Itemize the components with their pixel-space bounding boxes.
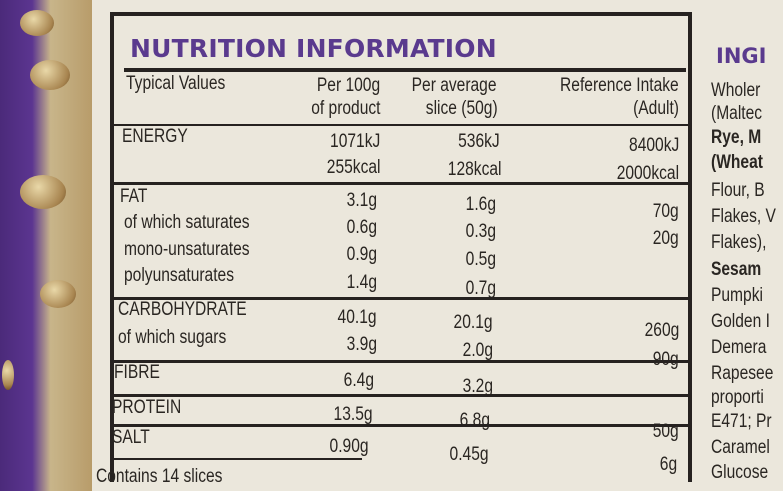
fat-ri: 70g [653, 201, 679, 222]
energy-ri-kj: 8400kJ [628, 135, 679, 156]
fibre-slice: 3.2g [462, 376, 493, 397]
title-divider [124, 68, 686, 72]
nutrition-title: NUTRITION INFORMATION [130, 34, 497, 63]
salt-label: SALT [112, 427, 150, 448]
sugars-slice: 2.0g [462, 340, 493, 361]
carb-label: CARBOHYDRATE [118, 299, 247, 320]
row-divider [112, 124, 688, 126]
ingredient-line: Caramel [711, 437, 770, 458]
ingredient-line: Flakes, V [711, 206, 776, 227]
row-divider [112, 458, 362, 460]
carb-per100: 40.1g [338, 307, 377, 328]
saturates-slice: 0.3g [465, 221, 496, 242]
ingredient-line: E471; Pr [711, 411, 772, 432]
ingredient-line: (Maltec [711, 103, 763, 124]
saturates-ri: 20g [653, 228, 679, 249]
sugars-label: of which sugars [118, 327, 227, 348]
energy-label: ENERGY [122, 126, 188, 147]
energy-slice-kj: 536kJ [458, 131, 500, 152]
header-slice-line1: Per average [412, 75, 497, 96]
poly-per100: 1.4g [346, 272, 377, 293]
carb-slice: 20.1g [454, 312, 493, 333]
mono-per100: 0.9g [346, 244, 377, 265]
ingredient-line: Demera [711, 337, 767, 358]
fat-per100: 3.1g [346, 190, 377, 211]
row-divider [112, 360, 688, 363]
energy-per100-kcal: 255kcal [326, 157, 380, 178]
ingredient-line: (Wheat [711, 152, 763, 173]
ingredient-line: Pumpki [711, 285, 763, 306]
ingredient-line: Flour, B [711, 180, 765, 201]
poly-slice: 0.7g [465, 278, 496, 299]
ingredient-line: Glucose [711, 462, 769, 483]
row-divider [112, 394, 688, 397]
header-ref-line2: (Adult) [633, 98, 679, 119]
ingredient-line: Flakes), [711, 232, 767, 253]
row-divider [112, 297, 688, 300]
fibre-label: FIBRE [114, 362, 160, 383]
mono-label: mono-unsaturates [124, 239, 250, 260]
salt-ri: 6g [659, 454, 677, 475]
ingredient-line: proporti [711, 387, 764, 408]
energy-ri-kcal: 2000kcal [616, 163, 679, 184]
row-divider [112, 182, 688, 185]
poly-label: polyunsaturates [124, 265, 235, 286]
energy-per100-kj: 1071kJ [329, 131, 380, 152]
seed-decoration [20, 10, 54, 36]
slices-count: Contains 14 slices [96, 466, 223, 487]
seed-decoration [2, 360, 14, 390]
salt-slice: 0.45g [450, 444, 489, 465]
ingredient-line: Sesam [711, 259, 762, 280]
label-panel [92, 0, 783, 491]
fibre-per100: 6.4g [343, 370, 374, 391]
seed-decoration [30, 60, 70, 90]
row-divider [112, 424, 688, 427]
fat-slice: 1.6g [465, 194, 496, 215]
header-ref-line1: Reference Intake [560, 75, 679, 96]
saturates-per100: 0.6g [346, 217, 377, 238]
header-typical-values: Typical Values [126, 73, 226, 94]
sugars-ri: 90g [653, 349, 679, 371]
sugars-per100: 3.9g [346, 334, 377, 355]
protein-slice: 6.8g [459, 410, 490, 431]
ingredient-line: Rye, M [711, 127, 762, 148]
header-per100-line1: Per 100g [316, 75, 380, 96]
ingredient-line: Golden I [711, 311, 770, 332]
ingredient-line: Wholer [711, 80, 761, 101]
header-per100-line2: of product [310, 98, 380, 119]
protein-per100: 13.5g [334, 404, 373, 425]
seed-decoration [40, 280, 76, 308]
mono-slice: 0.5g [465, 249, 496, 270]
ingredients-title: INGI [716, 44, 767, 68]
nutrition-table [110, 12, 692, 482]
energy-slice-kcal: 128kcal [447, 159, 501, 180]
saturates-label: of which saturates [124, 212, 250, 233]
ingredient-line: Rapesee [711, 363, 774, 384]
seed-decoration [20, 175, 66, 209]
carb-ri: 260g [644, 320, 679, 341]
salt-per100: 0.90g [330, 436, 369, 457]
fat-label: FAT [120, 186, 148, 207]
protein-label: PROTEIN [112, 397, 182, 418]
header-slice-line2: slice (50g) [426, 98, 498, 119]
